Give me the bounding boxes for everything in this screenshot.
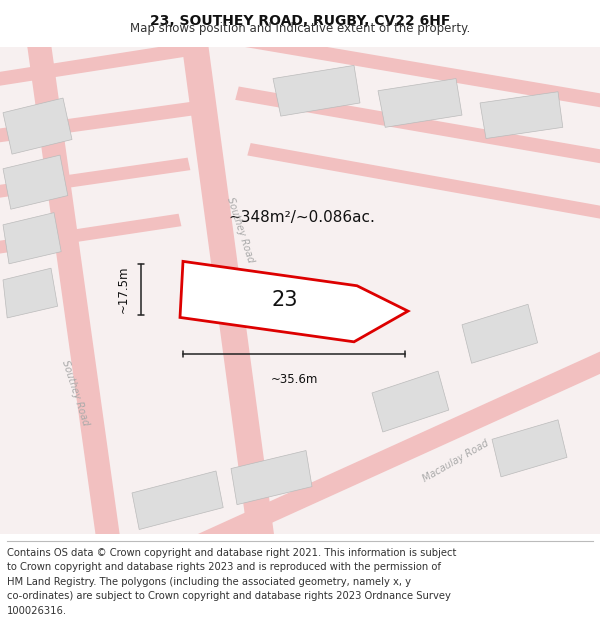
Text: ~17.5m: ~17.5m [117, 266, 130, 313]
Polygon shape [235, 86, 600, 168]
Text: Macaulay Road: Macaulay Road [421, 438, 491, 484]
Polygon shape [162, 341, 600, 568]
Polygon shape [231, 451, 312, 504]
Polygon shape [378, 79, 462, 128]
Polygon shape [462, 304, 538, 363]
Polygon shape [180, 261, 408, 342]
Polygon shape [0, 158, 190, 202]
Text: Southey Road: Southey Road [224, 196, 256, 264]
Text: Southey Road: Southey Road [59, 359, 91, 427]
Text: 23, SOUTHEY ROAD, RUGBY, CV22 6HF: 23, SOUTHEY ROAD, RUGBY, CV22 6HF [150, 14, 450, 28]
Polygon shape [247, 143, 600, 224]
Polygon shape [132, 471, 223, 529]
Polygon shape [3, 155, 68, 209]
Polygon shape [0, 40, 206, 90]
Polygon shape [24, 21, 123, 560]
Polygon shape [492, 420, 567, 477]
Polygon shape [3, 98, 72, 154]
Text: 23: 23 [272, 291, 298, 311]
Polygon shape [3, 268, 58, 318]
Text: Map shows position and indicative extent of the property.: Map shows position and indicative extent… [130, 22, 470, 35]
Text: ~348m²/~0.086ac.: ~348m²/~0.086ac. [228, 210, 375, 225]
Polygon shape [3, 213, 61, 264]
Polygon shape [179, 21, 277, 560]
Polygon shape [226, 31, 600, 112]
Polygon shape [0, 101, 199, 146]
Polygon shape [0, 214, 181, 258]
Text: ~35.6m: ~35.6m [271, 372, 317, 386]
Polygon shape [480, 92, 563, 139]
Text: Contains OS data © Crown copyright and database right 2021. This information is : Contains OS data © Crown copyright and d… [7, 548, 457, 616]
Polygon shape [372, 371, 449, 432]
Polygon shape [273, 66, 360, 116]
